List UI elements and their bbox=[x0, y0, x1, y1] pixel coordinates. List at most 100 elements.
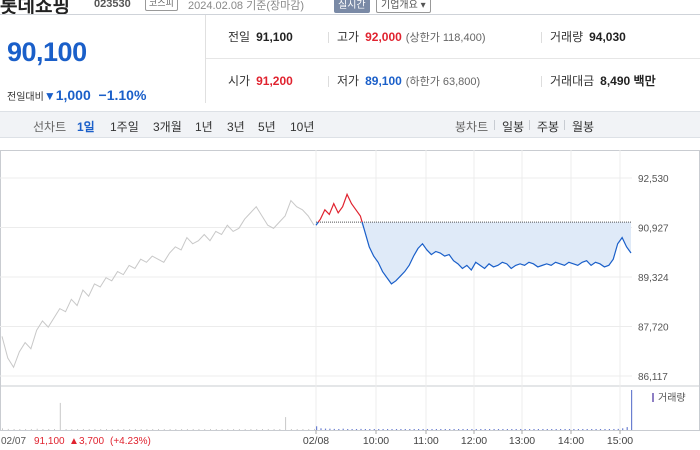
date-text: 2024.02.08 기준(장마감) bbox=[188, 0, 305, 12]
low-cell: 저가 89,100 (하한가 63,800) bbox=[328, 59, 481, 103]
volume-bar bbox=[181, 429, 183, 430]
volume-bar bbox=[140, 429, 142, 430]
tab-3m[interactable]: 3개월 bbox=[153, 120, 182, 134]
realtime-button[interactable]: 실시간 bbox=[334, 0, 370, 13]
volume-bar bbox=[117, 429, 119, 430]
divider bbox=[564, 120, 565, 130]
tab-weekly-candle[interactable]: 주봉 bbox=[537, 120, 560, 134]
tab-1d[interactable]: 1일 bbox=[77, 120, 95, 134]
volume-bar bbox=[404, 429, 406, 430]
x-tick-label: 11:00 bbox=[413, 435, 439, 447]
x-tick-label: 15:00 bbox=[607, 435, 633, 447]
volume-bar bbox=[426, 429, 429, 430]
x-tick-label: 10:00 bbox=[363, 435, 389, 447]
volume-bar bbox=[435, 429, 437, 430]
volume-bar bbox=[36, 428, 38, 430]
volume-bar bbox=[458, 429, 460, 430]
x-tick-label: 14:00 bbox=[558, 435, 584, 447]
volume-bar bbox=[221, 429, 223, 430]
volume-bar bbox=[480, 429, 482, 430]
change-label: 전일대비 bbox=[7, 92, 44, 103]
low-value: 89,100 bbox=[365, 74, 402, 88]
x-tick-label: 02/08 bbox=[303, 435, 329, 447]
volume-bar bbox=[238, 429, 240, 430]
tab-1w[interactable]: 1주일 bbox=[110, 120, 139, 134]
volume-bar bbox=[285, 417, 287, 430]
volume-bar bbox=[529, 429, 531, 430]
x-tick-label: 13:00 bbox=[509, 435, 535, 447]
volume-bar bbox=[515, 429, 517, 430]
stock-name: 롯데쇼핑 bbox=[0, 0, 70, 14]
divider bbox=[541, 32, 542, 43]
high-label: 고가 bbox=[337, 30, 360, 44]
price-line-below-reference bbox=[315, 221, 319, 226]
volume-bar bbox=[355, 429, 358, 430]
lower-limit: (하한가 63,800) bbox=[405, 76, 481, 88]
down-arrow-icon: ▼ bbox=[43, 89, 56, 103]
volume-bar bbox=[409, 429, 411, 430]
volume-bar bbox=[360, 428, 362, 430]
volume-bar bbox=[631, 390, 633, 430]
volume-label: 거래량 bbox=[550, 30, 584, 44]
tab-1y[interactable]: 1년 bbox=[195, 120, 213, 134]
volume-bar bbox=[422, 429, 424, 430]
volume-bar bbox=[30, 429, 32, 430]
volume-bar bbox=[613, 429, 615, 430]
divider bbox=[205, 15, 206, 103]
y-tick-label: 86,117 bbox=[638, 372, 668, 383]
prev-close-cell: 전일 91,100 bbox=[228, 15, 293, 59]
volume-bar bbox=[431, 429, 433, 430]
volume-bar bbox=[586, 429, 588, 430]
low-label: 저가 bbox=[337, 74, 360, 88]
volume-bar bbox=[440, 429, 442, 430]
tab-daily-candle[interactable]: 일봉 bbox=[502, 120, 525, 134]
volume-bar bbox=[279, 429, 281, 430]
price-line-below-reference bbox=[361, 221, 632, 285]
tab-5y[interactable]: 5년 bbox=[258, 120, 276, 134]
price-change: 전일대비▼1,000 −1.10% bbox=[7, 87, 146, 103]
volume-value: 94,030 bbox=[589, 30, 626, 44]
prev-close-value: 91,100 bbox=[256, 30, 293, 44]
volume-bar bbox=[59, 402, 61, 430]
volume-bar bbox=[475, 429, 477, 430]
volume-bar bbox=[94, 429, 96, 430]
y-tick-label: 92,530 bbox=[638, 174, 669, 185]
volume-bar bbox=[577, 429, 579, 430]
volume-bar bbox=[560, 429, 562, 430]
tab-monthly-candle[interactable]: 월봉 bbox=[572, 120, 595, 134]
volume-bar bbox=[378, 429, 380, 430]
volume-bar bbox=[617, 428, 619, 430]
volume-bar bbox=[273, 429, 275, 430]
volume-bar bbox=[506, 429, 508, 430]
volume-bar bbox=[169, 429, 171, 430]
volume-bar bbox=[497, 429, 500, 430]
volume-bar bbox=[302, 429, 304, 430]
volume-bar bbox=[290, 429, 292, 430]
market-badge: 코스피 bbox=[145, 0, 178, 11]
volume-bar bbox=[502, 429, 504, 430]
volume-bar bbox=[13, 429, 15, 430]
volume-bar bbox=[444, 429, 446, 430]
company-info-button[interactable]: 기업개요 ▾ bbox=[376, 0, 431, 13]
volume-bar bbox=[489, 429, 491, 430]
stock-header: 롯데쇼핑 023530 코스피 2024.02.08 기준(장마감) 실시간 기… bbox=[0, 0, 700, 14]
volume-bar bbox=[158, 429, 159, 430]
prev-day-summary: 02/07 91,100 ▲ 3,700 (+4.23%) bbox=[1, 436, 151, 447]
tab-10y[interactable]: 10년 bbox=[290, 120, 315, 134]
divider bbox=[328, 76, 329, 87]
volume-bar bbox=[595, 429, 597, 430]
price-chart: 92,530 90,927 89,324 87,720 86,117 02/08 10:0… bbox=[0, 150, 700, 447]
y-tick-label: 87,720 bbox=[638, 323, 669, 334]
tab-3y[interactable]: 3년 bbox=[227, 120, 245, 134]
price-line-above-reference bbox=[317, 192, 363, 223]
volume-bar bbox=[591, 429, 593, 430]
volume-bar bbox=[314, 428, 315, 430]
divider bbox=[0, 14, 700, 15]
volume-bar bbox=[42, 429, 44, 430]
volume-bar bbox=[622, 428, 624, 430]
volume-bar bbox=[204, 429, 206, 430]
high-value: 92,000 bbox=[365, 30, 402, 44]
prev-day-price-line bbox=[1, 199, 315, 369]
volume-bar bbox=[134, 429, 136, 430]
volume-bar bbox=[111, 429, 113, 430]
